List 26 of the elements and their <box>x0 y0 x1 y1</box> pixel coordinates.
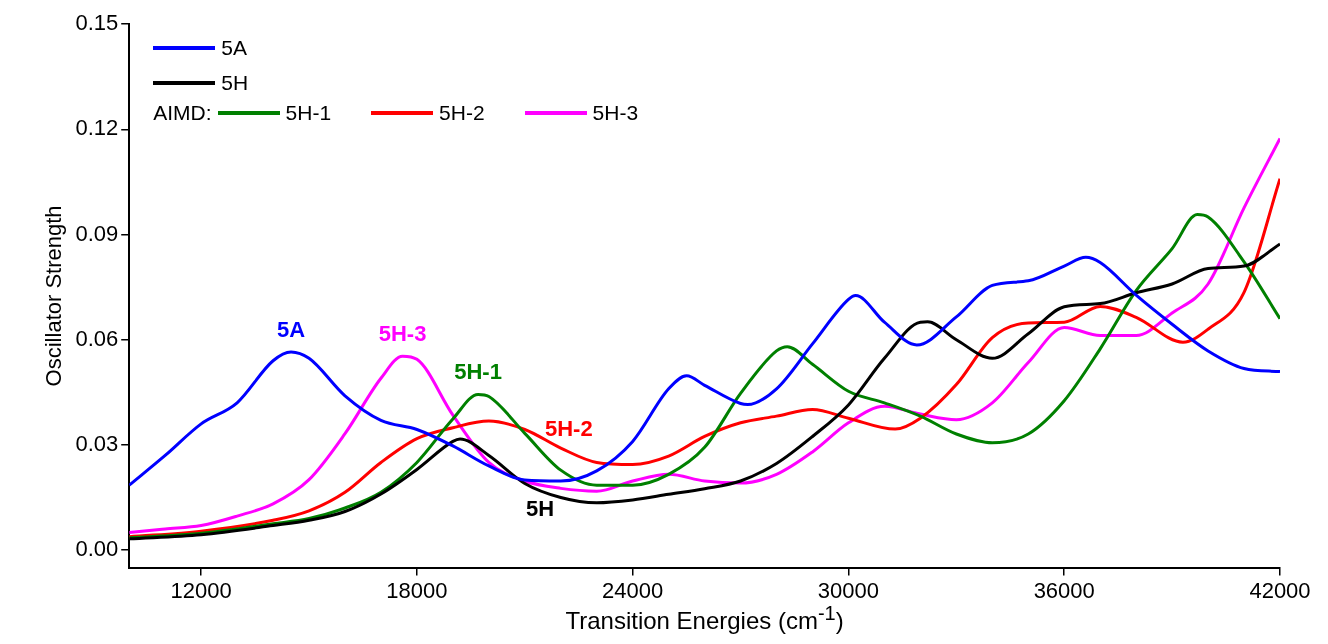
y-tick-label: 0.09 <box>75 220 119 246</box>
text: 5A <box>276 317 306 343</box>
text: 5H-3 <box>378 321 427 347</box>
legend-title: AIMD: <box>153 100 212 127</box>
x-tick-label: 36000 <box>1033 577 1095 603</box>
legend-label: 5H-3 <box>592 100 639 127</box>
legend-label: 5H-1 <box>285 100 332 127</box>
text: 5H-1 <box>454 359 502 385</box>
legend-label: 5H <box>221 70 249 97</box>
legend-label: 5H-2 <box>439 100 485 127</box>
x-tick-label: 24000 <box>602 577 664 603</box>
text: 5H <box>526 496 555 522</box>
x-tick-label: 18000 <box>386 577 448 603</box>
y-axis-title: Oscillator Strength <box>41 205 67 387</box>
y-tick-label: 0.12 <box>75 115 119 141</box>
x-axis-title: Transition Energies (cm$^{-1}$) <box>564 602 845 635</box>
y-tick-label: 0.15 <box>75 10 119 36</box>
y-tick-label: 0.00 <box>75 536 119 562</box>
y-tick-label: 0.06 <box>75 325 119 351</box>
x-tick-label: 12000 <box>170 577 232 603</box>
text: 5H-2 <box>544 416 593 442</box>
x-tick-label: 42000 <box>1249 577 1311 603</box>
y-tick-label: 0.03 <box>75 430 119 456</box>
line-series <box>129 255 1280 487</box>
x-tick-label: 30000 <box>817 577 880 603</box>
legend-label: 5A <box>221 35 247 62</box>
